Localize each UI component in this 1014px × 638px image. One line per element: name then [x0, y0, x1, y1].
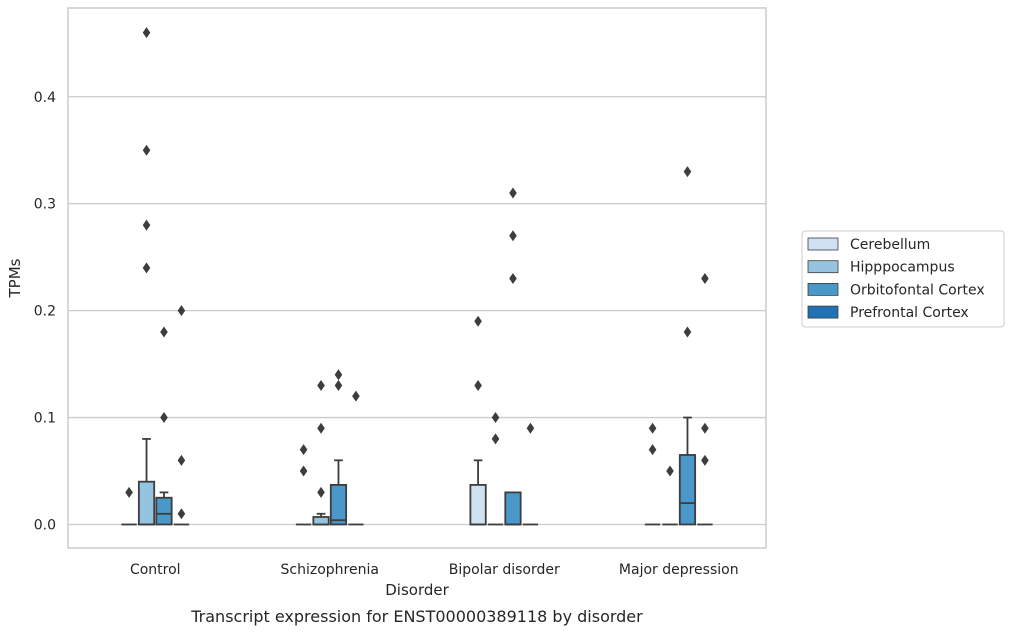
legend-label: Orbitofontal Cortex [850, 282, 985, 298]
x-axis-label: Disorder [385, 581, 449, 599]
outlier-point [317, 486, 325, 498]
outlier-point [474, 315, 482, 327]
outlier-point [683, 166, 692, 178]
box-hipppocampus [662, 465, 678, 526]
box-prefrontal-cortex [173, 305, 190, 526]
outlier-point [142, 262, 151, 274]
legend-label: Prefrontal Cortex [850, 305, 969, 321]
box-cerebellum [469, 315, 487, 526]
outlier-point [177, 305, 186, 317]
outlier-point [160, 412, 168, 424]
x-tick-labels: Control Schizophrenia Bipolar disorder Majo… [130, 562, 739, 578]
outlier-point [177, 508, 186, 520]
box-body [137, 480, 156, 526]
box-body [504, 491, 522, 526]
outlier-point [509, 230, 517, 242]
box-body [155, 496, 173, 526]
outlier-point [317, 422, 325, 434]
box-prefrontal-cortex [697, 273, 713, 526]
x-tick-label: Major depression [619, 562, 739, 578]
chart-caption: Transcript expression for ENST0000038911… [190, 607, 643, 626]
box-orbitofontal-cortex [155, 326, 173, 526]
outlier-point [491, 412, 500, 424]
box-cerebellum [121, 486, 137, 526]
box-body [312, 516, 330, 526]
box-orbitofontal-cortex [329, 369, 348, 526]
y-tick-label: 0.4 [34, 90, 56, 106]
outlier-point [683, 326, 692, 338]
outlier-point [299, 444, 308, 456]
outlier-point [334, 379, 343, 391]
box-prefrontal-cortex [522, 422, 539, 526]
y-tick-label: 0.3 [34, 197, 56, 213]
box-orbitofontal-cortex [504, 187, 522, 526]
plot-frame [67, 7, 767, 549]
legend-label: Cerebellum [850, 237, 930, 253]
legend-swatch [807, 237, 839, 251]
legend-swatch [807, 260, 839, 274]
grid-lines [68, 96, 766, 526]
box-cerebellum [644, 422, 661, 526]
box-body [469, 484, 487, 526]
outlier-point [701, 422, 709, 434]
outlier-point [666, 465, 674, 477]
outlier-point [701, 454, 709, 466]
box-hipppocampus [312, 379, 330, 526]
outlier-point [352, 390, 360, 402]
outlier-point [526, 422, 535, 434]
box-hipppocampus [137, 27, 156, 526]
outlier-point [648, 422, 657, 434]
outlier-point [142, 219, 151, 231]
legend: Cerebellum Hipppocampus Orbitofontal Corte… [801, 230, 1005, 328]
outlier-point [509, 273, 517, 285]
box-body [329, 484, 348, 526]
legend-swatch [807, 282, 839, 296]
x-tick-label: Control [130, 562, 181, 578]
outlier-point [317, 379, 325, 391]
outlier-point [474, 379, 482, 391]
y-tick-labels: 0.0 0.1 0.2 0.3 0.4 [34, 90, 56, 534]
outlier-point [177, 454, 186, 466]
outlier-point [491, 433, 500, 445]
box-body [678, 454, 697, 526]
x-tick-label: Schizophrenia [281, 562, 379, 578]
outlier-point [160, 326, 168, 338]
legend-label: Hipppocampus [850, 260, 955, 276]
outlier-point [299, 465, 308, 477]
y-tick-label: 0.0 [34, 517, 56, 533]
legend-swatch [807, 305, 839, 319]
box-orbitofontal-cortex [678, 166, 697, 526]
x-tick-label: Bipolar disorder [449, 562, 560, 578]
outlier-point [334, 369, 343, 381]
y-axis-label: TPMs [6, 258, 24, 298]
outlier-point [142, 27, 151, 39]
box-groups [121, 27, 713, 526]
outlier-point [701, 273, 709, 285]
box-hipppocampus [487, 412, 504, 526]
legend-frame [801, 230, 1005, 328]
box-cerebellum [295, 444, 312, 526]
outlier-point [509, 187, 517, 199]
outlier-point [648, 444, 657, 456]
y-tick-label: 0.2 [34, 304, 56, 320]
outlier-point [142, 144, 151, 156]
outlier-point [125, 486, 133, 498]
box-prefrontal-cortex [348, 390, 364, 526]
y-tick-label: 0.1 [34, 411, 56, 427]
